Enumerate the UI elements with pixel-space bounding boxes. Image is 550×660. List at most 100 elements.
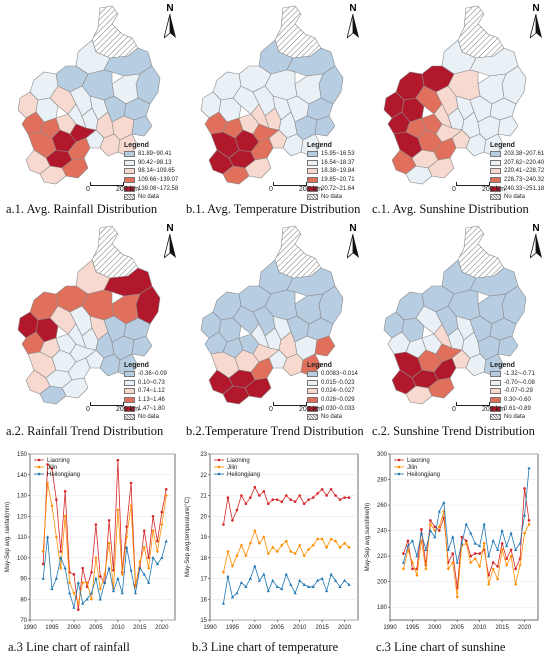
data-point	[67, 591, 72, 595]
data-point	[266, 589, 270, 593]
data-point	[275, 498, 279, 501]
legend-item: -0.36~0.09	[124, 370, 167, 379]
no-data-region	[457, 225, 505, 279]
legend-swatch	[307, 185, 318, 192]
legend-swatch	[124, 397, 135, 404]
data-point	[77, 608, 80, 611]
data-point	[343, 496, 346, 499]
data-point	[307, 498, 310, 501]
data-point	[262, 572, 266, 576]
legend-item: 18.38~19.84	[307, 167, 355, 176]
legend-swatch	[490, 397, 501, 404]
legend-item: 0.015~0.023	[307, 379, 358, 388]
data-point	[160, 522, 164, 527]
map-panel: N Legend 15.95~16.53 16.54~18.37 18.38~19.84…	[183, 0, 366, 218]
data-point	[59, 566, 63, 570]
legend-swatch	[490, 405, 501, 412]
data-point	[103, 580, 107, 584]
region-polygon	[483, 353, 505, 377]
north-letter: N	[532, 223, 540, 234]
data-point	[262, 490, 266, 493]
legend-swatch	[307, 168, 318, 175]
data-point	[402, 552, 405, 555]
data-point	[129, 568, 133, 572]
sunshine-line-chart: 180 200 220 240 260 280 300 1990 1995 2000 2005 201…	[360, 446, 546, 636]
data-point	[500, 542, 504, 545]
legend-label: Liaoning	[47, 458, 70, 464]
legend-label: 207.62~220.40	[504, 159, 545, 166]
legend-swatch	[307, 379, 318, 386]
legend-item-no-data: No data	[124, 413, 167, 422]
y-tick-label: 80	[20, 597, 27, 603]
map-caption: a.2. Rainfall Trend Distribution	[6, 424, 164, 438]
x-tick-label: 1990	[203, 625, 217, 631]
x-tick-label: 1995	[226, 625, 240, 631]
legend-label: -0.07~0.29	[504, 388, 533, 395]
data-point	[428, 522, 432, 526]
legend-label: 90.42~98.13	[138, 159, 172, 166]
data-point	[433, 525, 437, 529]
scale-line	[273, 402, 307, 406]
data-point	[311, 496, 315, 499]
data-point	[164, 487, 168, 491]
map-caption: b.1. Avg. Temperature Distribution	[186, 202, 361, 216]
data-point	[63, 514, 67, 518]
data-point	[267, 502, 270, 506]
scale-zero: 0	[86, 406, 90, 413]
data-point	[63, 566, 67, 570]
legend-label: 0.0083~0.014	[321, 371, 358, 378]
region-polygon	[131, 115, 153, 137]
data-point	[505, 544, 509, 548]
scale-km: 200 km	[116, 186, 139, 193]
legend-label: Jilin	[47, 465, 57, 471]
data-point	[76, 580, 80, 584]
data-point	[111, 589, 116, 593]
y-axis-label: May-Sep avg. rainfall(mm)	[5, 502, 11, 572]
data-point	[98, 587, 102, 591]
region-polygon	[222, 165, 250, 185]
scale-zero: 0	[86, 186, 90, 193]
data-point	[523, 487, 526, 490]
data-point	[302, 583, 306, 586]
data-point	[45, 535, 50, 539]
data-point	[325, 589, 329, 593]
data-point	[147, 556, 150, 560]
x-tick-label: 2005	[451, 625, 465, 631]
legend-marker	[217, 472, 221, 476]
legend-label: 16.54~18.37	[321, 159, 355, 166]
legend-label: 203.38~207.61	[504, 151, 545, 158]
data-point	[518, 541, 522, 545]
legend-title: Legend	[307, 362, 332, 369]
y-tick-label: 300	[377, 452, 388, 458]
data-point	[147, 580, 151, 584]
data-point	[231, 519, 234, 522]
legend-item: 0.030~0.033	[307, 404, 358, 413]
legend-label: 98.14~109.65	[138, 168, 175, 175]
legend-swatch	[307, 388, 318, 395]
data-point	[455, 560, 459, 564]
y-tick-label: 19	[200, 535, 207, 541]
data-point	[50, 504, 54, 508]
data-point	[226, 496, 230, 499]
north-arrow-icon: N	[162, 4, 178, 40]
legend-swatch	[307, 371, 318, 378]
data-point	[316, 578, 320, 582]
legend-marker	[397, 458, 401, 462]
data-point	[50, 467, 54, 470]
region-polygon	[497, 115, 519, 137]
data-point	[307, 585, 311, 588]
x-tick-label: 2020	[155, 625, 169, 631]
scale-zero: 0	[452, 186, 456, 193]
scale-km: 200 km	[299, 186, 322, 193]
region-polygon	[314, 335, 336, 357]
x-tick-label: 2015	[495, 625, 509, 631]
data-point	[164, 493, 168, 498]
data-point	[41, 576, 45, 580]
data-point	[420, 528, 423, 531]
data-point	[99, 575, 102, 578]
data-point	[338, 545, 342, 549]
data-point	[487, 582, 491, 586]
y-tick-label: 150	[17, 452, 28, 458]
north-letter: N	[532, 3, 540, 14]
legend-label: Jilin	[227, 465, 237, 471]
